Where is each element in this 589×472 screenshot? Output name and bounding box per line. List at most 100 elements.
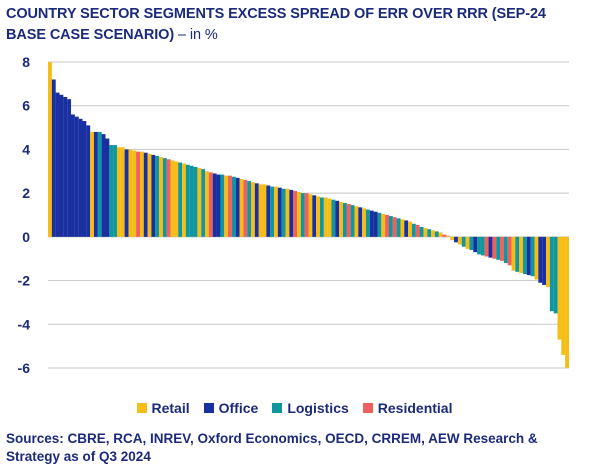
bar-logistics <box>178 162 183 237</box>
bar-retail <box>48 62 52 237</box>
bar-logistics <box>530 236 535 277</box>
y-tick-label: 6 <box>22 98 30 114</box>
bar-logistics <box>515 236 520 272</box>
bar-logistics <box>365 209 370 237</box>
bar-retail <box>519 236 524 273</box>
bar-logistics <box>461 236 466 247</box>
bar-logistics <box>469 236 474 250</box>
bar-retail <box>174 161 179 237</box>
bar-office <box>101 134 106 237</box>
bar-retail <box>128 149 133 237</box>
bar-retail <box>546 236 550 288</box>
bar-retail <box>132 150 137 237</box>
bar-retail <box>239 178 244 237</box>
chart-title-unit: – in % <box>174 27 218 43</box>
legend-label-logistics: Logistics <box>287 400 349 416</box>
bar-retail <box>400 219 405 237</box>
chart-svg: 8 6 4 2 0 -2 -4 -6 <box>18 54 570 376</box>
bar-office <box>151 154 156 237</box>
bar-retail <box>159 157 163 237</box>
y-tick-label: 4 <box>22 141 30 157</box>
bar-retail <box>362 208 367 237</box>
bar-office <box>289 189 294 237</box>
bar-office <box>454 236 458 243</box>
bar-retail <box>262 184 267 237</box>
bar-logistics <box>109 145 114 237</box>
chart-title-text: COUNTRY SECTOR SEGMENTS EXCESS SPREAD OF… <box>6 6 546 43</box>
bar-office <box>526 236 531 276</box>
bar-residential <box>500 236 504 261</box>
legend-swatch-logistics <box>272 403 283 413</box>
bar-retail <box>438 232 443 237</box>
legend-swatch-retail <box>136 403 147 413</box>
bar-retail <box>197 168 202 237</box>
bar-logistics <box>377 212 382 237</box>
bar-logistics <box>411 223 416 237</box>
bar-retail <box>561 236 566 355</box>
bar-retail <box>423 228 428 237</box>
bar-residential <box>484 236 489 257</box>
bar-logistics <box>350 205 355 237</box>
bar-office <box>93 131 98 237</box>
bar-logistics <box>553 236 558 314</box>
bar-residential <box>136 151 140 237</box>
bar-logistics <box>496 236 501 260</box>
bar-retail <box>457 236 462 245</box>
bar-logistics <box>342 202 347 237</box>
bar-office <box>335 200 340 237</box>
bar-logistics <box>388 216 393 237</box>
y-tick-label: 8 <box>22 54 30 70</box>
bar-office <box>105 138 110 237</box>
bar-retail <box>285 188 290 237</box>
bar-office <box>78 118 83 237</box>
bar-residential <box>293 190 298 237</box>
bar-retail <box>120 147 125 237</box>
bar-retail <box>327 198 332 237</box>
bar-office <box>312 195 317 237</box>
bar-office <box>235 177 240 237</box>
bar-office <box>358 207 363 237</box>
bar-logistics <box>281 188 286 237</box>
bar-retail <box>139 151 144 237</box>
bar-logistics <box>113 145 118 237</box>
bar-office <box>373 211 378 237</box>
bar-retail <box>323 197 328 237</box>
bar-retail <box>534 236 539 280</box>
bar-office <box>216 174 221 237</box>
bar-office <box>369 210 374 237</box>
bar-office <box>67 99 72 237</box>
bar-retail <box>465 236 470 249</box>
legend-item-office: Office <box>203 400 258 416</box>
legend: Retail Office Logistics Residential <box>0 400 589 416</box>
bar-residential <box>385 215 389 237</box>
bar-retail <box>354 206 359 237</box>
bar-residential <box>228 175 232 237</box>
bar-office <box>70 114 75 237</box>
bar-office <box>212 173 217 237</box>
bar-office <box>404 220 409 237</box>
bar-logistics <box>189 165 194 237</box>
bar-retail <box>511 236 516 271</box>
legend-label-residential: Residential <box>377 400 453 416</box>
y-tick-label: -6 <box>18 360 31 376</box>
bar-retail <box>258 184 263 237</box>
bar-retail <box>147 153 152 237</box>
bar-logistics <box>480 236 485 256</box>
bar-retail <box>446 235 451 237</box>
bar-logistics <box>162 158 167 237</box>
bar-office <box>473 236 478 253</box>
y-tick-label: -4 <box>18 316 31 332</box>
bar-retail <box>381 213 386 237</box>
bar-office <box>542 236 547 285</box>
legend-item-residential: Residential <box>362 400 453 416</box>
bar-retail <box>408 221 412 237</box>
bar-logistics <box>331 199 336 237</box>
bar-office <box>74 116 79 237</box>
bar-logistics <box>185 164 190 237</box>
bar-office <box>55 92 60 237</box>
bar-retail <box>205 171 209 237</box>
bar-retail <box>316 196 321 237</box>
legend-item-retail: Retail <box>136 400 190 416</box>
chart-title: COUNTRY SECTOR SEGMENTS EXCESS SPREAD OF… <box>6 4 584 46</box>
bar-retail <box>224 175 229 237</box>
